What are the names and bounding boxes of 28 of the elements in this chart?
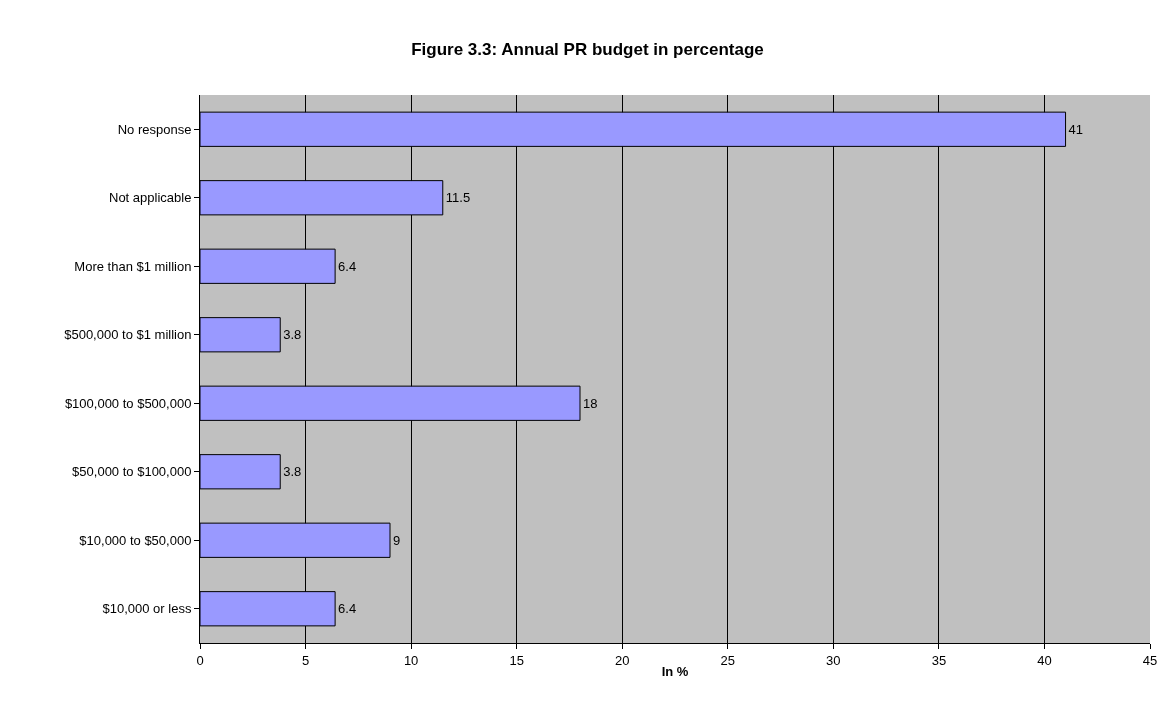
x-axis-title: In % [661,664,689,680]
x-tick-label: 10 [403,652,419,668]
chart-title: Figure 3.3: Annual PR budget in percentage [411,39,764,59]
x-tick-label: 35 [931,652,947,668]
x-tick-label: 45 [1142,652,1158,668]
data-label: 11.5 [445,190,471,206]
y-tick-label: $10,000 or less [102,601,192,617]
data-label: 6.4 [338,258,357,274]
x-tick-label: 30 [826,652,841,668]
y-tick-label: $500,000 to $1 million [64,327,192,343]
data-label: 3.8 [283,327,302,343]
y-tick-label: Not applicable [109,190,192,206]
data-label: 3.8 [283,464,302,480]
x-tick-label: 15 [509,652,524,668]
data-label: 41 [1068,121,1084,137]
y-tick-label: More than $1 million [74,258,192,274]
x-tick-label: 20 [614,652,630,668]
data-label: 6.4 [338,601,357,617]
y-tick-label: No response [117,121,192,137]
y-tick-label: $50,000 to $100,000 [72,464,192,480]
data-label: 18 [583,395,598,411]
x-tick-label: 40 [1037,652,1052,668]
x-tick-label: 25 [720,652,736,668]
x-tick-label: 5 [301,652,310,668]
y-tick-label: $10,000 to $50,000 [79,532,192,548]
y-tick-label: $100,000 to $500,000 [64,395,192,411]
x-tick-label: 0 [196,652,204,668]
data-label: 9 [393,532,401,548]
